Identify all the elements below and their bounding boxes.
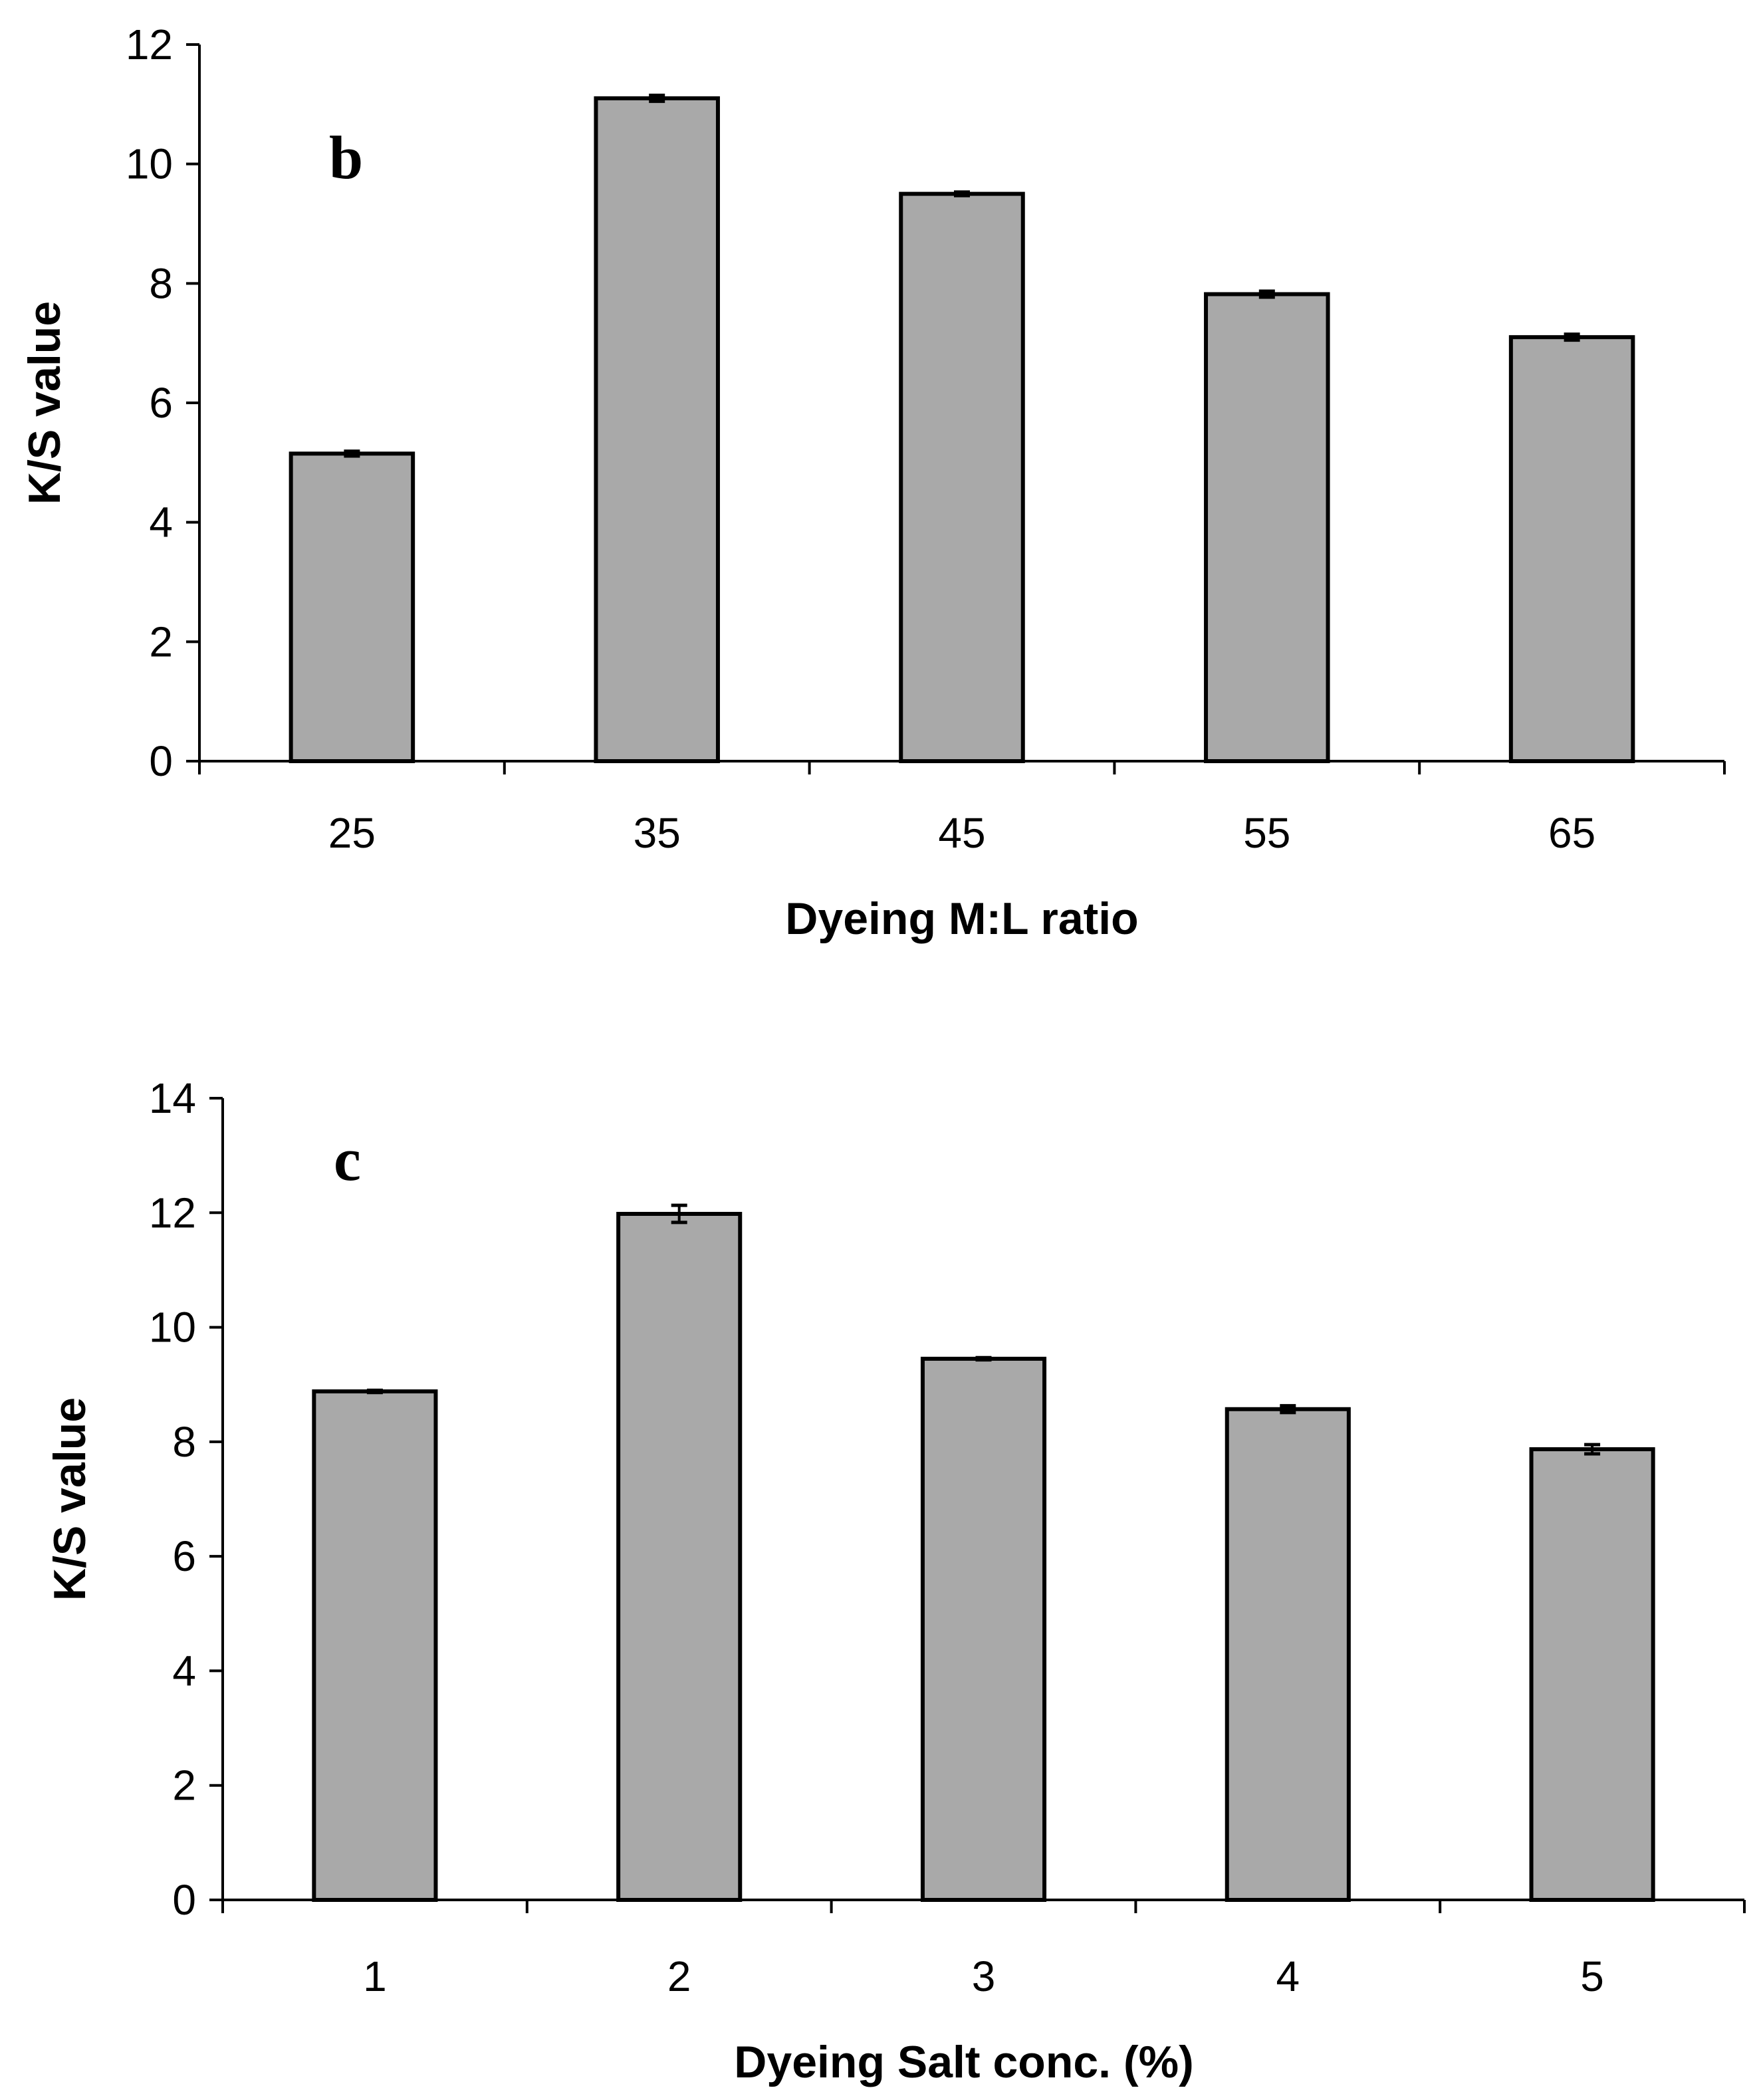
y-tick-label: 4 [172,1647,196,1694]
x-axis-title: Dyeing Salt conc. (%) [734,2037,1193,2087]
x-tick-label: 3 [972,1952,996,2000]
y-tick-label: 10 [149,1304,196,1351]
error-bar [671,1203,687,1225]
x-tick-label: 35 [634,809,681,857]
bar [616,1212,743,1902]
error-bar [954,190,970,197]
y-tick-label: 6 [149,379,173,427]
x-tick-label: 65 [1548,809,1595,857]
error-bar [649,93,665,103]
y-tick-label: 4 [149,499,173,546]
y-tick-label: 8 [149,259,173,307]
y-tick-label: 2 [172,1762,196,1809]
bar [899,191,1025,764]
x-tick-label: 45 [938,809,985,857]
y-axis-title: K/S value [45,1397,95,1601]
y-tick-label: 12 [126,21,173,68]
error-bar [1584,1443,1601,1456]
x-tick-label: 5 [1580,1952,1604,2000]
x-tick-label: 1 [363,1952,387,2000]
y-axis-title: K/S value [19,301,70,505]
error-bar [344,449,360,458]
panel-label: c [334,1125,361,1193]
x-tick-label: 2 [667,1952,691,2000]
chart-c: c Dyeing Salt conc. (%) K/S value 1 2 3 4 50… [45,1074,1746,2087]
bar [594,96,720,764]
error-bar [1280,1404,1296,1415]
bar [1508,335,1635,763]
error-bar [366,1388,383,1395]
x-tick-label: 55 [1243,809,1290,857]
y-tick-label: 14 [149,1074,196,1122]
bar [289,451,415,763]
x-axis-title: Dyeing M:L ratio [785,893,1138,944]
bar [312,1389,438,1903]
error-bar [1258,289,1275,299]
x-tick-label: 25 [328,809,376,857]
y-tick-label: 6 [172,1532,196,1580]
y-tick-label: 10 [126,140,173,188]
error-bar [1564,332,1580,342]
bar [1225,1407,1351,1902]
error-bar [975,1355,992,1362]
y-tick-label: 12 [149,1189,196,1236]
x-tick-label: 4 [1276,1952,1300,2000]
y-tick-label: 8 [172,1418,196,1466]
y-tick-label: 2 [149,618,173,665]
panel-label: b [329,124,363,191]
y-tick-label: 0 [149,737,173,785]
bar [920,1356,1047,1902]
bar [1529,1447,1655,1902]
chart-b: b Dyeing M:L ratio K/S value 25 35 45 55 65 0… [19,21,1726,944]
bar [1204,292,1330,763]
y-tick-label: 0 [172,1876,196,1924]
